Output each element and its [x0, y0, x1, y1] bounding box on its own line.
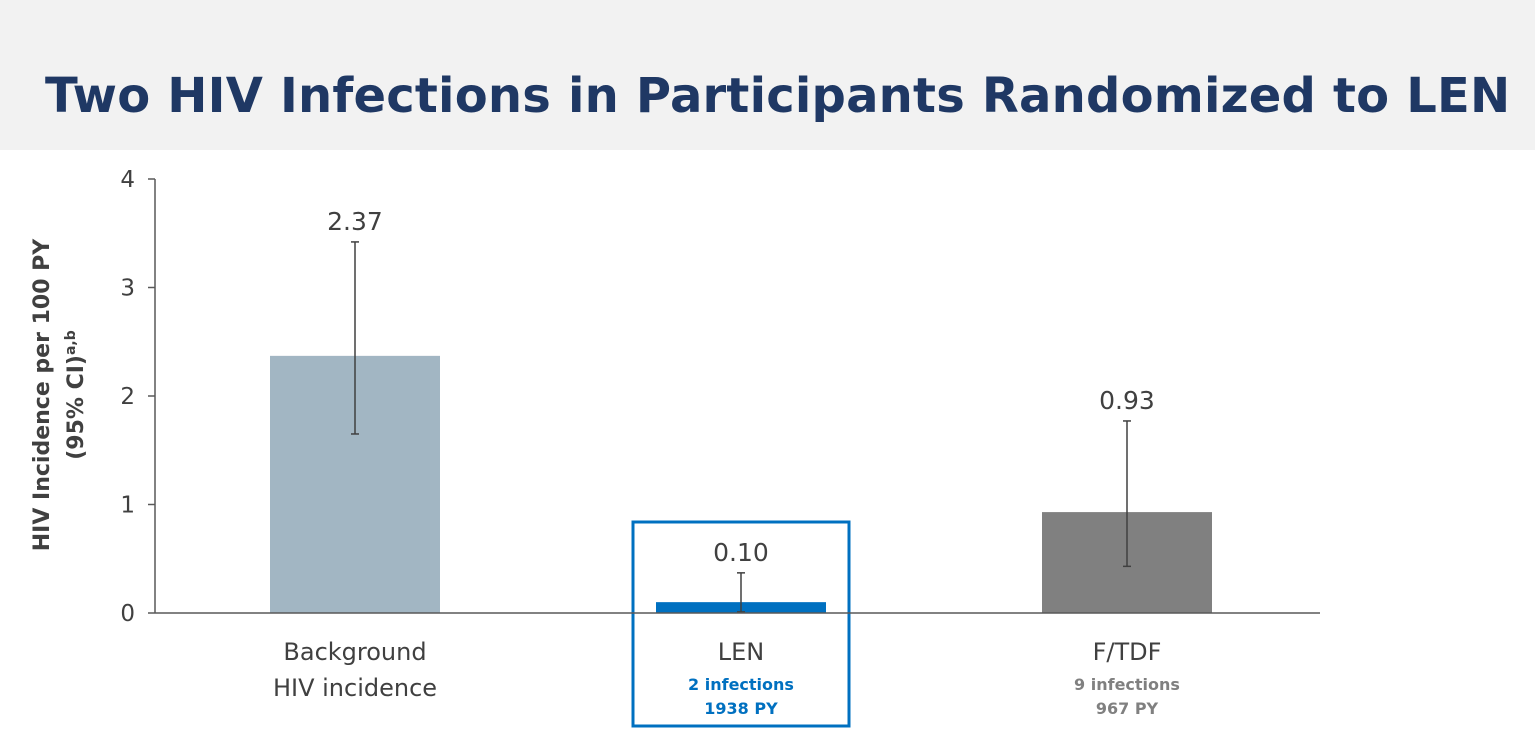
sub-label-1: 1938 PY: [704, 699, 778, 718]
value-label-0: 2.37: [327, 207, 383, 236]
value-label-2: 0.93: [1099, 386, 1155, 415]
category-label-1: LEN: [718, 638, 765, 666]
y-tick-label: 2: [120, 384, 135, 410]
category-label-0: Background: [283, 638, 426, 666]
title-band: [0, 0, 1535, 150]
y-tick-label: 1: [120, 493, 135, 519]
category-label-0: HIV incidence: [273, 674, 437, 702]
y-tick-label: 0: [120, 601, 135, 627]
highlight-box: [631, 520, 851, 728]
y-tick-label: 4: [120, 167, 135, 193]
sub-label-1: 2 infections: [688, 675, 794, 694]
value-label-1: 0.10: [713, 538, 769, 567]
y-tick-label: 3: [120, 276, 135, 302]
sub-label-2: 9 infections: [1074, 675, 1180, 694]
sub-label-2: 967 PY: [1096, 699, 1159, 718]
slide-title: Two HIV Infections in Participants Rando…: [45, 68, 1511, 124]
category-label-2: F/TDF: [1093, 638, 1162, 666]
